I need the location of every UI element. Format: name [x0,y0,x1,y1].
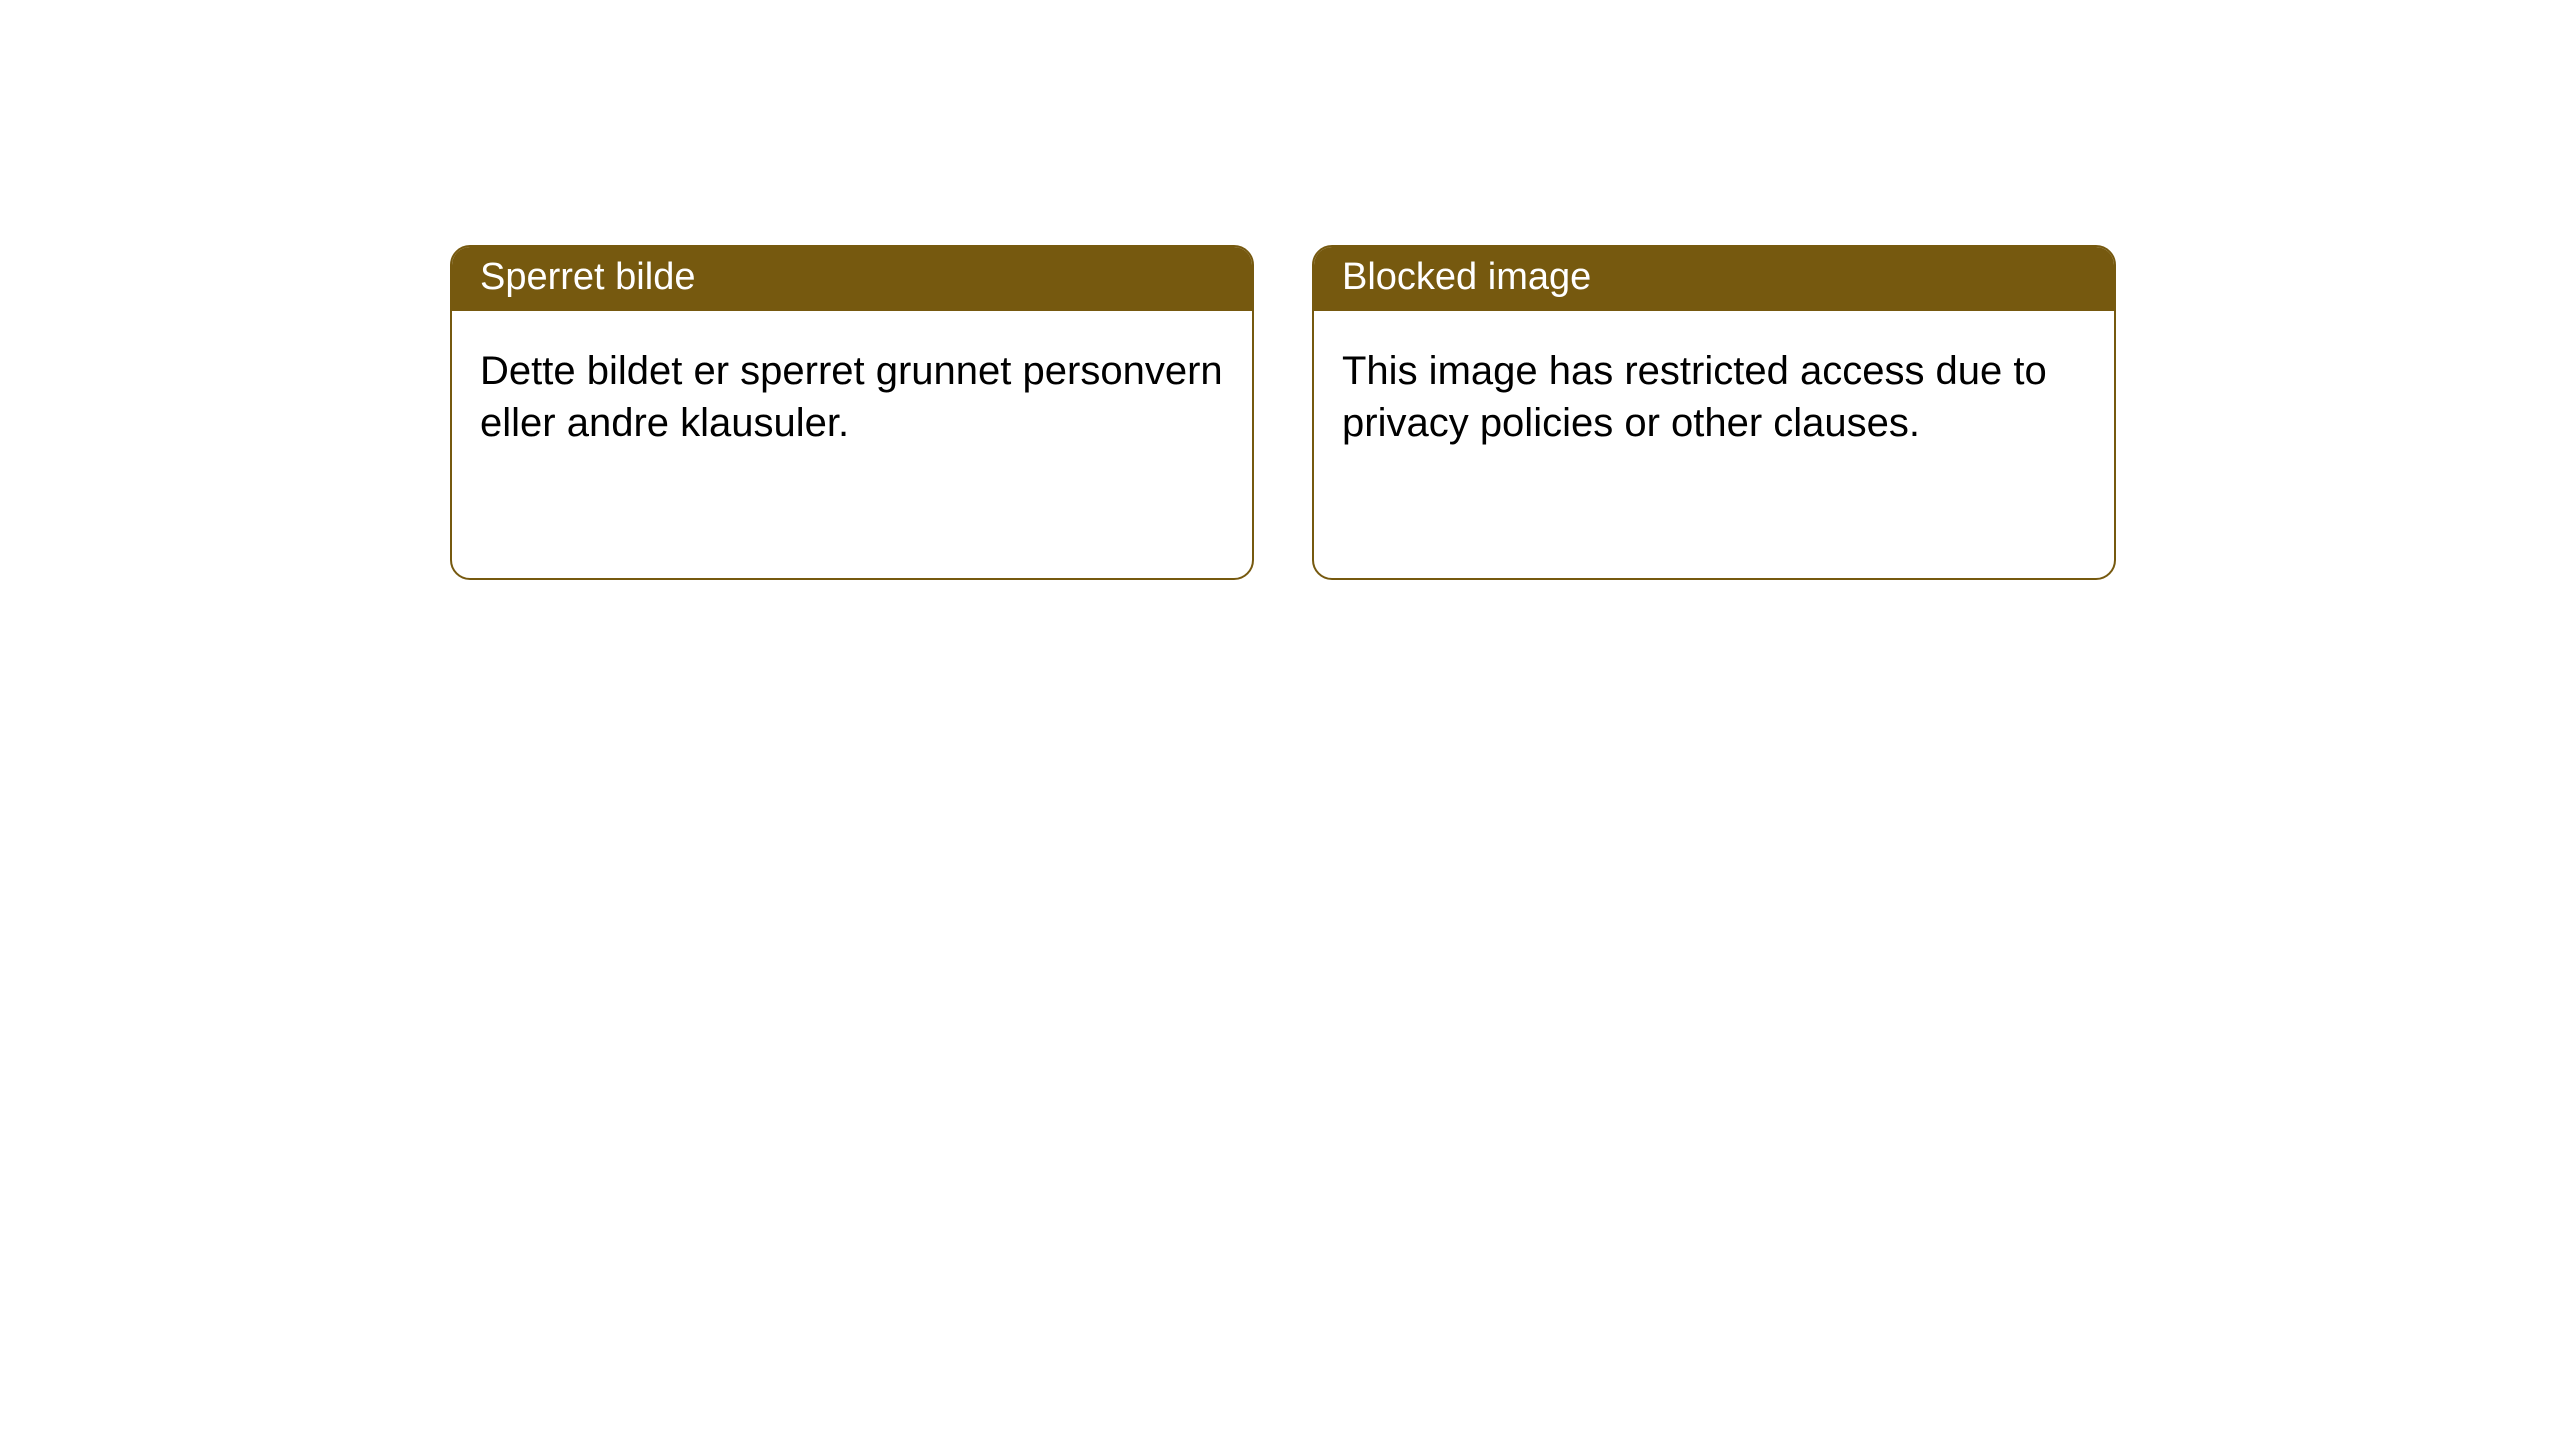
notice-box-norwegian: Sperret bilde Dette bildet er sperret gr… [450,245,1254,580]
notice-title: Sperret bilde [480,256,695,298]
notice-title: Blocked image [1342,256,1591,298]
notice-body: Dette bildet er sperret grunnet personve… [452,311,1252,477]
notice-container: Sperret bilde Dette bildet er sperret gr… [0,0,2560,580]
notice-header: Sperret bilde [452,247,1252,311]
notice-box-english: Blocked image This image has restricted … [1312,245,2116,580]
notice-header: Blocked image [1314,247,2114,311]
notice-body-text: Dette bildet er sperret grunnet personve… [480,349,1223,445]
notice-body-text: This image has restricted access due to … [1342,349,2047,445]
notice-body: This image has restricted access due to … [1314,311,2114,477]
